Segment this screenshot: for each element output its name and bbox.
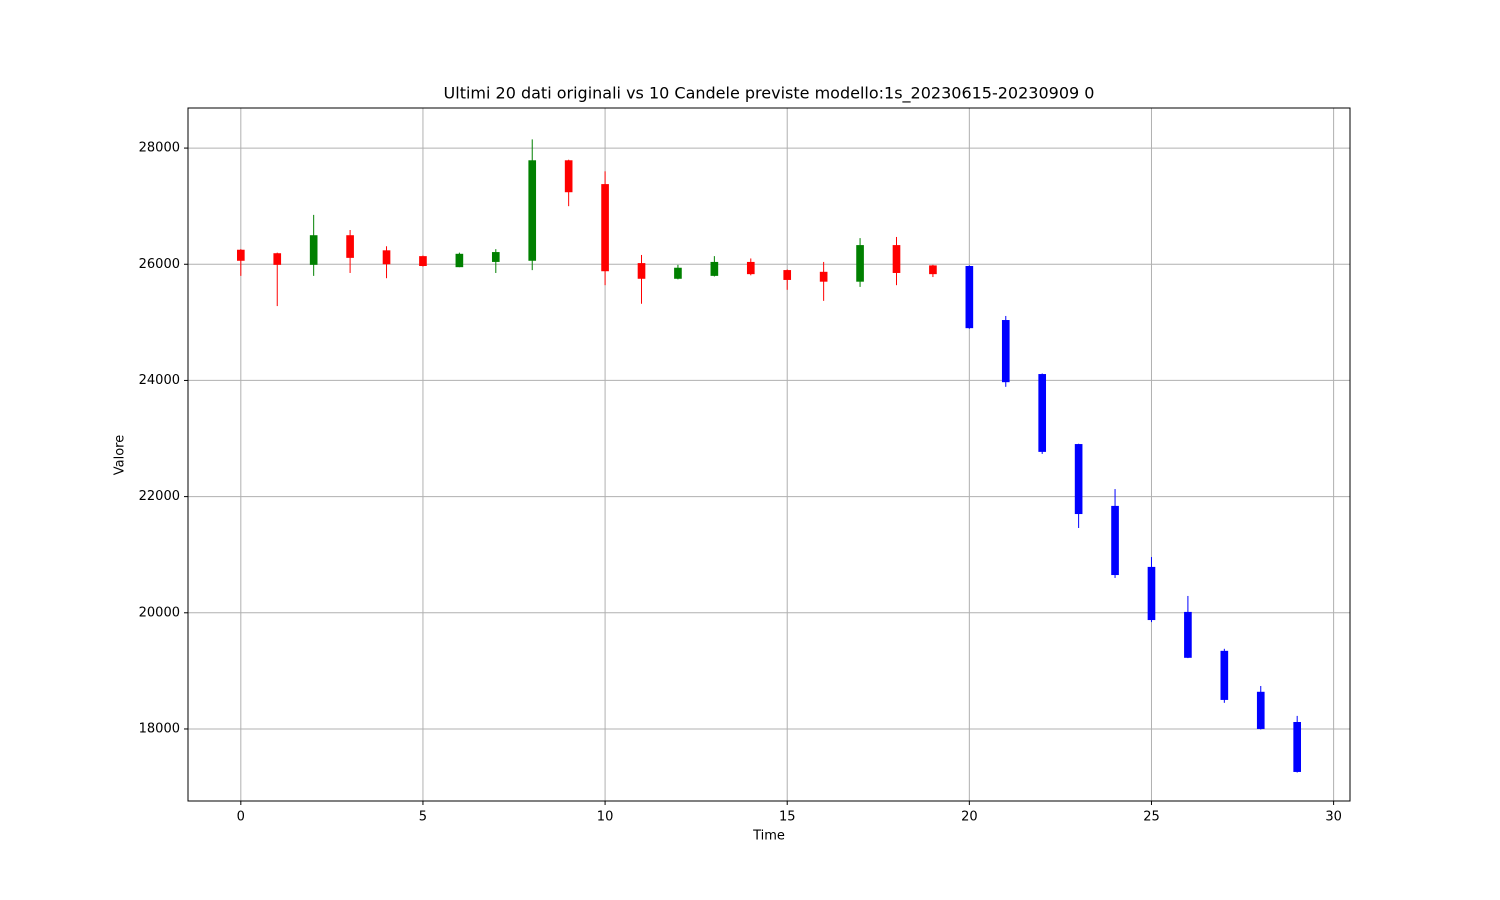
candle-body [965,266,974,329]
plot-frame [187,107,1351,802]
y-tick-label: 28000 [139,141,180,156]
candle-body [783,270,792,280]
y-tick-label: 20000 [139,605,180,620]
candle-body [710,261,719,276]
candle-body [637,263,646,279]
candle-body [1001,320,1010,383]
candle-body [1256,691,1265,729]
chart-title: Ultimi 20 dati originali vs 10 Candele p… [444,84,1095,104]
candle-body [455,253,464,268]
candle-body [1220,650,1229,700]
x-tick-label: 30 [1325,810,1342,825]
candle-body [309,235,318,265]
candle-body [1038,374,1047,452]
candle-body [236,249,245,261]
x-tick-label: 5 [419,810,427,825]
y-tick-label: 22000 [139,489,180,504]
x-tick-label: 15 [779,810,796,825]
candle-body [1293,721,1302,772]
candle-body [564,160,573,193]
candle-body [419,256,427,267]
candle-body [273,253,282,265]
y-tick-label: 24000 [139,373,180,388]
x-tick-label: 25 [1143,810,1160,825]
candle-body [674,267,682,279]
candle-body [929,265,937,275]
candle-body [601,184,609,272]
candle-body [819,271,828,282]
y-tick-label: 18000 [139,721,180,736]
x-axis-label: Time [752,829,785,844]
x-tick-label: 0 [237,810,245,825]
candle-body [892,245,901,273]
candle-body [1111,505,1119,576]
candle-body [746,261,755,275]
candle-body [528,160,537,261]
candle-body [382,250,391,265]
candle-body [856,245,864,282]
x-tick-label: 10 [597,810,614,825]
candle-body [1184,611,1192,658]
candle-body [1074,444,1083,515]
x-tick-label: 20 [961,810,978,825]
y-axis-label: Valore [113,435,128,475]
y-tick-label: 26000 [139,257,180,272]
candle-body [491,252,500,262]
candle-body [1147,566,1156,621]
candle-body [346,235,354,258]
